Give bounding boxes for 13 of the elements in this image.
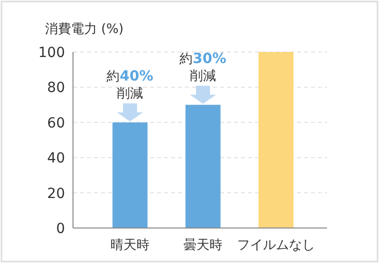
- y-tick-label: 60: [47, 115, 65, 132]
- x-tick-label: 曇天時: [184, 238, 222, 253]
- y-tick-label: 0: [56, 221, 65, 237]
- y-tick-label: 20: [47, 186, 65, 202]
- annotation: 約30% 削減: [180, 50, 226, 84]
- x-tick-label: フイルムなし: [237, 238, 315, 253]
- bar: [258, 52, 294, 228]
- y-axis-title: 消費電力 (%): [45, 22, 124, 37]
- x-tick-label: 晴天時: [110, 238, 150, 253]
- y-tick-label: 100: [38, 45, 65, 61]
- y-tick-label: 80: [47, 80, 65, 96]
- y-tick-label: 40: [47, 150, 65, 167]
- annotation: 約40% 削減: [106, 68, 154, 102]
